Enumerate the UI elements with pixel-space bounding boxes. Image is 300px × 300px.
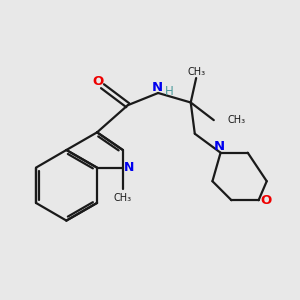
Text: O: O bbox=[260, 194, 272, 207]
Text: O: O bbox=[93, 75, 104, 88]
Text: CH₃: CH₃ bbox=[188, 67, 206, 77]
Text: H: H bbox=[165, 85, 174, 98]
Text: N: N bbox=[124, 161, 134, 174]
Text: N: N bbox=[152, 80, 163, 94]
Text: N: N bbox=[214, 140, 225, 153]
Text: CH₃: CH₃ bbox=[114, 193, 132, 203]
Text: CH₃: CH₃ bbox=[227, 115, 245, 125]
